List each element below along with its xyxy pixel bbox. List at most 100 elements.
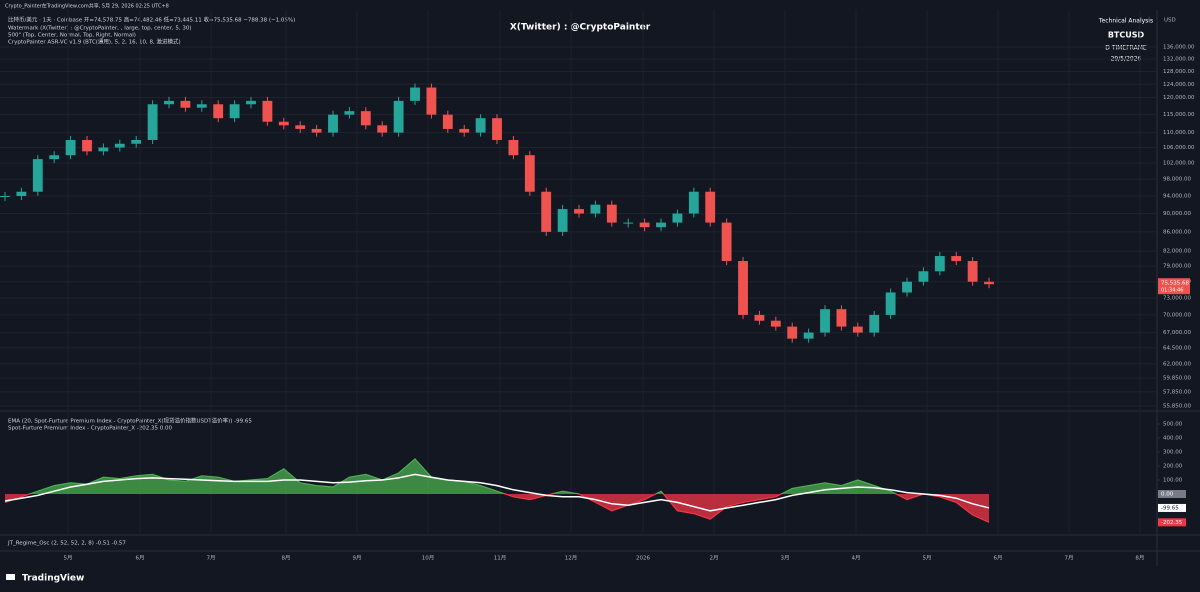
candle xyxy=(984,281,994,285)
watermark: X(Twitter) : @CryptoPainter xyxy=(510,23,651,33)
x-tick-label: 4月 xyxy=(852,555,861,562)
x-tick-label: 6月 xyxy=(135,555,144,562)
last-price-label: 75,535.68 xyxy=(1161,281,1189,287)
candle xyxy=(508,139,519,156)
logo-mark xyxy=(6,574,15,580)
candle xyxy=(770,320,781,327)
candle xyxy=(606,204,617,223)
share-header: Crypto_Painter在TradingView.com共享, 5月 29,… xyxy=(5,3,169,10)
candle xyxy=(246,100,256,105)
y-tick-label: 115,000.00 xyxy=(1163,112,1195,118)
x-tick-label: 8月 xyxy=(1135,555,1144,562)
y-tick-label: 300.00 xyxy=(1163,450,1183,456)
candle xyxy=(98,147,109,152)
y-tick-label: 500.00 xyxy=(1163,422,1183,428)
candle xyxy=(885,292,896,315)
value-box xyxy=(1158,503,1186,512)
candle xyxy=(721,222,732,262)
candle xyxy=(803,332,814,339)
y-tick-label: 86,000.00 xyxy=(1163,229,1191,235)
y-tick-label: 120,000.00 xyxy=(1163,95,1195,101)
x-tick-label: 5月 xyxy=(923,555,932,562)
candle xyxy=(278,121,289,126)
info-symbol: BTCUSD xyxy=(1108,31,1145,40)
candle xyxy=(688,191,699,214)
x-tick-label: 9月 xyxy=(352,555,361,562)
y-tick-label: 57,850.00 xyxy=(1163,389,1191,395)
candle xyxy=(820,309,830,333)
candle xyxy=(426,87,437,115)
candle xyxy=(65,139,76,156)
candle xyxy=(360,111,371,126)
ema-line xyxy=(4,473,990,512)
candle xyxy=(492,118,502,140)
legend-line: 500" (Top, Center, Normal, Top, Right, N… xyxy=(8,33,136,39)
footer-brand[interactable]: TradingView xyxy=(22,574,84,584)
premium-area xyxy=(5,494,990,523)
y-tick-label: 90,000.00 xyxy=(1163,211,1191,217)
sub-legend: EMA (20, Spot-Furture Premium Index - Cr… xyxy=(8,417,252,425)
y-tick-label: 102,000.00 xyxy=(1163,161,1195,167)
y-tick-label: 59,850.00 xyxy=(1163,376,1191,382)
x-tick-label: 5月 xyxy=(63,555,72,562)
candle xyxy=(951,256,962,262)
candle xyxy=(311,128,322,133)
y-tick-label: 124,000.00 xyxy=(1163,82,1195,88)
candle xyxy=(590,204,601,214)
candle xyxy=(344,111,355,115)
candle xyxy=(213,104,224,119)
candle xyxy=(672,213,683,223)
legend-line: 比特币/美元 · 1天 · Coinbase 开=74,578.75 高=74,… xyxy=(8,16,295,24)
x-tick-label: 2月 xyxy=(709,555,718,562)
countdown-label: 01:34:46 xyxy=(1161,288,1183,294)
legend-line: Watermark (X(Twitter) : @CryptoPainter, … xyxy=(8,26,191,32)
candle xyxy=(836,309,847,327)
x-tick-label: 12月 xyxy=(565,555,578,562)
info-title: Technical Analysis xyxy=(1098,18,1153,25)
y-tick-label: 132,000.00 xyxy=(1163,57,1195,63)
candle xyxy=(328,114,338,133)
y-tick-label: 64,500.00 xyxy=(1163,345,1191,351)
candle xyxy=(442,114,453,129)
value-box-label: 0.00 xyxy=(1161,492,1174,498)
y-tick-label: 106,000.00 xyxy=(1163,145,1195,151)
sub-legend: Spot-Furture Premium Index - CryptoPaint… xyxy=(8,426,172,432)
candle xyxy=(131,139,142,144)
footer-bar xyxy=(0,566,1200,592)
candle xyxy=(705,191,716,223)
candle xyxy=(32,159,43,192)
candle xyxy=(557,209,568,232)
candle xyxy=(147,104,158,140)
x-tick-label: 7月 xyxy=(1065,555,1074,562)
candle xyxy=(639,222,650,228)
candle xyxy=(196,104,207,108)
y-tick-label: 73,000.00 xyxy=(1163,295,1191,301)
tradingview-logo[interactable]: TradingView xyxy=(6,574,84,584)
candle xyxy=(16,191,27,196)
y-tick-label: 400.00 xyxy=(1163,436,1183,442)
y-tick-label: 94,000.00 xyxy=(1163,193,1191,199)
y-tick-label: 136,000.00 xyxy=(1163,45,1195,51)
y-tick-label: 62,000.00 xyxy=(1163,361,1191,367)
y-tick-label: 70,000.00 xyxy=(1163,312,1191,318)
x-tick-label: 11月 xyxy=(494,555,507,562)
y-tick-label: 98,000.00 xyxy=(1163,177,1191,183)
candle xyxy=(902,281,912,293)
x-tick-label: 6月 xyxy=(994,555,1003,562)
candle xyxy=(114,143,125,148)
y-tick-label: 82,000.00 xyxy=(1163,249,1191,255)
candle xyxy=(574,209,584,214)
candle xyxy=(49,155,60,160)
candle xyxy=(262,100,273,122)
candle xyxy=(967,261,978,282)
y-tick-label: 110,000.00 xyxy=(1163,130,1195,136)
y-tick-label: 100.00 xyxy=(1163,478,1183,484)
candle xyxy=(787,326,798,339)
candle xyxy=(475,118,486,133)
candle xyxy=(738,261,748,315)
last-price-box xyxy=(1158,278,1190,295)
x-tick-label: 3月 xyxy=(781,555,790,562)
candle xyxy=(524,155,535,192)
x-tick-label: 10月 xyxy=(422,555,435,562)
candle xyxy=(410,87,420,101)
